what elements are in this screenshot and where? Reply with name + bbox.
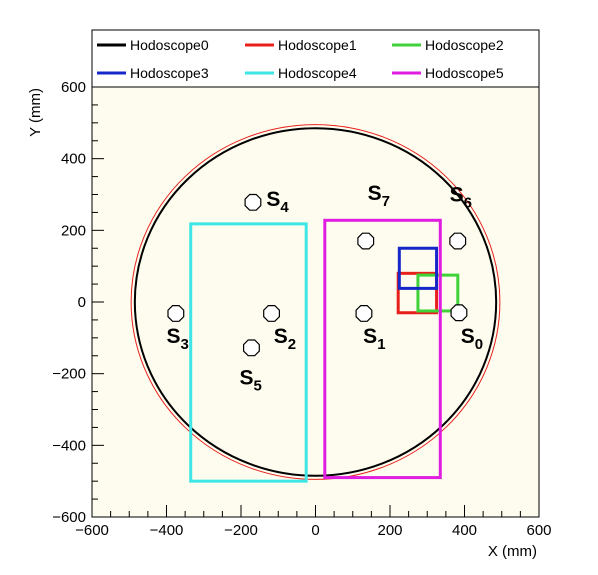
legend-entries: Hodoscope0 Hodoscope1 Hodoscope2 Hodoscope3… bbox=[97, 37, 504, 81]
source-label-s4: S4 bbox=[266, 188, 289, 216]
legend-label-hodoscope2: Hodoscope2 bbox=[425, 37, 504, 53]
legend-label-hodoscope5: Hodoscope5 bbox=[425, 65, 504, 81]
x-tick-label: −200 bbox=[224, 522, 258, 539]
sources-layer: S0 S1 S2 S3 S4 S5 S6 S7 bbox=[167, 182, 484, 395]
legend-label-hodoscope4: Hodoscope4 bbox=[278, 65, 357, 81]
boundary-circle-0 bbox=[130, 124, 501, 480]
x-tick-label: 400 bbox=[452, 522, 477, 539]
x-tick-label: 0 bbox=[311, 522, 319, 539]
boundary-circle-1 bbox=[133, 127, 498, 477]
hodoscope-rect-hodoscope1 bbox=[396, 271, 439, 315]
source-label-s1: S1 bbox=[363, 325, 385, 353]
legend-label-hodoscope3: Hodoscope3 bbox=[130, 65, 209, 81]
tick-labels-layer: −600 −400 −200 0 200 400 600 −600 −400 −200 0 200 40… bbox=[52, 79, 551, 539]
source-label-s7: S7 bbox=[368, 182, 390, 210]
source-marker-s6 bbox=[449, 232, 467, 250]
source-label-s0: S0 bbox=[461, 325, 483, 353]
y-tick-label: 200 bbox=[61, 222, 86, 239]
hodoscope-rect-hodoscope4 bbox=[189, 222, 308, 483]
source-marker-s2 bbox=[263, 305, 280, 322]
source-marker-s0 bbox=[450, 304, 468, 322]
y-tick-label: −200 bbox=[52, 366, 86, 383]
hodoscope-rects-layer bbox=[189, 218, 460, 483]
circles-layer bbox=[130, 124, 501, 480]
source-label-s5: S5 bbox=[240, 366, 262, 394]
y-tick-label: 400 bbox=[61, 151, 86, 168]
y-axis-title: Y (mm) bbox=[27, 88, 44, 137]
y-tick-label: 0 bbox=[78, 294, 86, 311]
x-tick-label: −600 bbox=[75, 522, 109, 539]
legend-label-hodoscope1: Hodoscope1 bbox=[278, 37, 357, 53]
y-tick-label: −600 bbox=[52, 509, 86, 526]
source-label-s6: S6 bbox=[450, 184, 472, 212]
plot-area bbox=[92, 87, 539, 517]
source-label-s2: S2 bbox=[274, 325, 296, 353]
x-tick-label: 600 bbox=[526, 522, 551, 539]
x-tick-label: 200 bbox=[377, 522, 402, 539]
source-marker-s4 bbox=[244, 193, 262, 211]
legend: Hodoscope0 Hodoscope1 Hodoscope2 Hodoscope3… bbox=[91, 29, 540, 88]
source-marker-s1 bbox=[355, 305, 373, 322]
y-tick-label: −400 bbox=[52, 437, 86, 454]
ticks-layer bbox=[91, 86, 540, 518]
legend-label-hodoscope0: Hodoscope0 bbox=[130, 37, 209, 53]
source-marker-s5 bbox=[243, 339, 260, 357]
legend-box bbox=[91, 29, 540, 88]
source-marker-s3 bbox=[167, 305, 185, 322]
source-marker-s7 bbox=[357, 232, 375, 250]
x-axis-title: X (mm) bbox=[488, 543, 537, 560]
x-tick-label: −400 bbox=[150, 522, 184, 539]
source-label-s3: S3 bbox=[167, 325, 189, 353]
hodoscope-rect-hodoscope5 bbox=[323, 218, 442, 480]
hodoscope-rect-hodoscope3 bbox=[397, 246, 439, 290]
y-tick-label: 600 bbox=[61, 79, 86, 96]
